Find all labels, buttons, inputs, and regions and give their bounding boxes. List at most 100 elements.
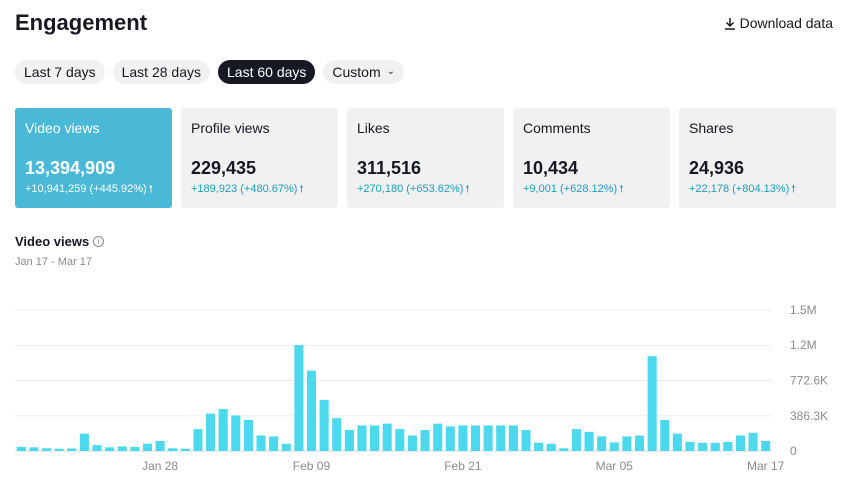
chart-bar[interactable]	[698, 442, 708, 451]
y-tick-label: 386.3K	[790, 409, 828, 423]
range-last-28-days[interactable]: Last 28 days	[112, 60, 210, 84]
chevron-down-icon: ⌄	[386, 66, 396, 77]
chart-bar[interactable]	[130, 446, 140, 451]
range-last-7-days[interactable]: Last 7 days	[15, 60, 105, 84]
chart-bar[interactable]	[647, 356, 657, 451]
chart-bar[interactable]	[117, 446, 127, 451]
chart-bar[interactable]	[407, 435, 417, 451]
chart-bar[interactable]	[660, 419, 670, 451]
chart-bar[interactable]	[571, 429, 581, 451]
chart-bar[interactable]	[761, 440, 771, 451]
download-data-button[interactable]: Download data	[724, 15, 833, 31]
download-label: Download data	[739, 15, 833, 31]
metric-value: 13,394,909	[25, 158, 116, 178]
chart-bar[interactable]	[420, 430, 430, 451]
arrow-up-icon: 🠕	[465, 184, 470, 195]
range-custom-dropdown[interactable]: Custom ⌄	[323, 60, 405, 84]
chart-bar[interactable]	[521, 430, 531, 451]
chart-bar[interactable]	[395, 429, 405, 451]
chart-bar[interactable]	[54, 448, 64, 451]
chart-bar[interactable]	[584, 431, 594, 451]
chart-bar[interactable]	[723, 441, 733, 451]
y-tick-label: 1.2M	[790, 338, 817, 352]
metric-label: Profile views	[191, 120, 270, 136]
metric-value: 311,516	[357, 158, 422, 178]
chart-bar[interactable]	[609, 442, 619, 451]
metric-card-profile-views[interactable]: Profile views 229,435 +189,923 (+480.67%…	[181, 108, 338, 208]
x-tick-label: Mar 17	[747, 459, 785, 473]
chart-bar[interactable]	[496, 425, 506, 451]
chart-date-range: Jan 17 - Mar 17	[15, 256, 93, 268]
chart-bar[interactable]	[685, 441, 695, 451]
chart-bar[interactable]	[42, 448, 52, 451]
chart-bar[interactable]	[508, 425, 518, 451]
metric-card-comments[interactable]: Comments 10,434 +9,001 (+628.12%) 🠕	[513, 108, 670, 208]
chart-bar[interactable]	[256, 435, 266, 451]
metric-card-video-views[interactable]: Video views 13,394,909 +10,941,259 (+445…	[15, 108, 172, 208]
chart-bar[interactable]	[105, 447, 115, 451]
chart-bar[interactable]	[332, 418, 342, 451]
range-last-60-days[interactable]: Last 60 days	[218, 60, 316, 84]
chart-bar[interactable]	[433, 423, 443, 451]
metric-delta: +9,001 (+628.12%) 🠕	[523, 183, 624, 195]
chart-bar[interactable]	[29, 447, 39, 451]
chart-bar[interactable]	[281, 443, 291, 451]
info-icon[interactable]: i	[93, 236, 105, 247]
chart-bar[interactable]	[206, 413, 216, 451]
chart-bar[interactable]	[445, 426, 455, 451]
page-title: Engagement	[15, 10, 148, 35]
chart-bar[interactable]	[370, 425, 380, 451]
y-tick-label: 772.6K	[790, 374, 828, 388]
metric-value: 229,435	[191, 158, 257, 178]
metric-cards: Video views 13,394,909 +10,941,259 (+445…	[15, 108, 836, 208]
chart-bar[interactable]	[382, 423, 392, 451]
metric-delta: +22,178 (+804.13%) 🠕	[689, 183, 796, 195]
chart-bar[interactable]	[180, 448, 190, 451]
y-tick-label: 1.5M	[790, 303, 817, 317]
chart-bar[interactable]	[16, 446, 26, 451]
arrow-up-icon: 🠕	[619, 184, 624, 195]
chart-bar[interactable]	[168, 448, 178, 451]
x-tick-label: Mar 05	[596, 459, 634, 473]
y-tick-label: 0	[790, 444, 797, 458]
chart-bar[interactable]	[231, 415, 241, 451]
chart-bar[interactable]	[193, 429, 203, 451]
metric-delta: +189,923 (+480.67%) 🠕	[191, 183, 304, 195]
chart-bar[interactable]	[559, 448, 569, 451]
chart-bar[interactable]	[622, 436, 632, 451]
x-tick-label: Feb 09	[293, 459, 331, 473]
chart-bar[interactable]	[269, 436, 279, 451]
metric-card-shares[interactable]: Shares 24,936 +22,178 (+804.13%) 🠕	[679, 108, 836, 208]
chart-bar[interactable]	[483, 425, 493, 451]
video-views-chart: 1.5M 1.2M 772.6K 386.3K 0 Jan 28 Feb 09 Feb 21 M…	[15, 303, 828, 473]
range-label: Last 7 days	[24, 64, 96, 80]
chart-bar[interactable]	[306, 370, 317, 451]
arrow-up-icon: 🠕	[791, 184, 796, 195]
chart-bar[interactable]	[67, 448, 77, 451]
chart-bar[interactable]	[357, 425, 367, 451]
chart-bar[interactable]	[243, 419, 253, 451]
chart-bar[interactable]	[142, 443, 153, 451]
chart-bar[interactable]	[597, 436, 607, 451]
chart-bar[interactable]	[155, 440, 165, 451]
chart-bar[interactable]	[92, 445, 102, 451]
chart-bar[interactable]	[79, 433, 89, 451]
chart-bar[interactable]	[546, 443, 556, 451]
chart-bar[interactable]	[470, 425, 481, 451]
chart-bar[interactable]	[735, 435, 745, 451]
date-range-selector: Last 7 days Last 28 days Last 60 days Cu…	[15, 60, 405, 84]
chart-bar[interactable]	[710, 442, 720, 451]
chart-bar[interactable]	[672, 433, 682, 451]
chart-bar[interactable]	[748, 432, 758, 451]
chart-bar[interactable]	[218, 409, 228, 451]
arrow-up-icon: 🠕	[299, 184, 304, 195]
range-label: Custom	[332, 64, 381, 80]
metric-card-likes[interactable]: Likes 311,516 +270,180 (+653.62%) 🠕	[347, 108, 504, 208]
chart-bar[interactable]	[634, 435, 645, 451]
chart-title: Video views i	[15, 234, 105, 249]
chart-bar[interactable]	[319, 399, 329, 451]
chart-bar[interactable]	[294, 345, 304, 451]
chart-bar[interactable]	[458, 425, 468, 451]
chart-bar[interactable]	[534, 442, 544, 451]
chart-bar[interactable]	[344, 430, 354, 451]
